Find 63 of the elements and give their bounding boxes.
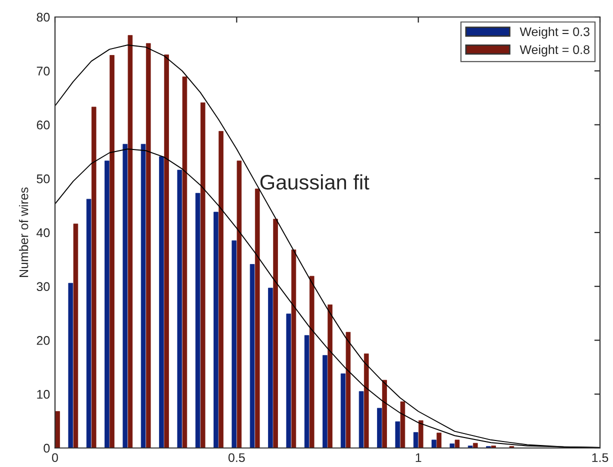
bar [140, 144, 146, 448]
bar [340, 373, 346, 448]
bar [358, 391, 364, 448]
bar [432, 440, 436, 448]
bar [218, 131, 224, 448]
bar [177, 170, 182, 448]
bar [146, 43, 151, 448]
bar [73, 224, 78, 448]
bar [254, 188, 260, 448]
y-tick-label: 70 [36, 66, 50, 76]
bar [236, 160, 242, 448]
bar [128, 35, 133, 448]
bar [55, 411, 60, 448]
bar [472, 442, 478, 448]
bar [382, 380, 387, 448]
bar [395, 421, 400, 448]
bar [450, 443, 455, 448]
bar [110, 55, 114, 448]
y-axis-title: Number of wires [19, 187, 28, 277]
y-tick-label: 10 [37, 390, 50, 399]
bar [182, 76, 188, 448]
bar [195, 192, 200, 448]
bar [250, 264, 255, 448]
bar [309, 276, 314, 448]
bar [454, 440, 460, 448]
bar [68, 282, 74, 448]
y-tick-label: 40 [36, 228, 50, 238]
bar [377, 408, 382, 448]
bar [436, 432, 442, 448]
y-tick-label: 80 [36, 12, 50, 22]
bar [364, 354, 369, 448]
bar [286, 314, 292, 448]
legend-label: Weight = 0.3 [520, 27, 590, 39]
y-tick-label: 20 [36, 336, 50, 345]
bar [304, 335, 310, 448]
bar [164, 54, 169, 448]
bar [214, 212, 218, 448]
bar [104, 160, 110, 448]
bar [159, 156, 164, 448]
y-tick-label: 60 [36, 120, 50, 130]
bar [400, 401, 406, 448]
y-tick-label: 30 [36, 282, 50, 292]
bar [346, 332, 351, 448]
bar [322, 355, 328, 448]
bar [418, 420, 424, 448]
x-tick-label: 0.5 [228, 453, 245, 462]
bar [268, 288, 273, 448]
bar [86, 198, 92, 448]
bar [232, 240, 237, 448]
x-tick-label: 0 [52, 453, 58, 462]
bar [291, 250, 296, 448]
annotation: Gaussian fit [260, 174, 370, 190]
y-tick-label: 50 [36, 174, 50, 184]
bar [273, 218, 278, 448]
y-tick-label: 0 [44, 444, 50, 453]
x-tick-label: 1.5 [592, 453, 608, 462]
bar [122, 144, 128, 448]
bar [413, 432, 418, 448]
bar [91, 106, 96, 448]
x-tick-label: 1 [416, 453, 422, 462]
bar [328, 304, 332, 448]
legend-label: Weight = 0.8 [520, 44, 590, 57]
bar [200, 102, 206, 448]
